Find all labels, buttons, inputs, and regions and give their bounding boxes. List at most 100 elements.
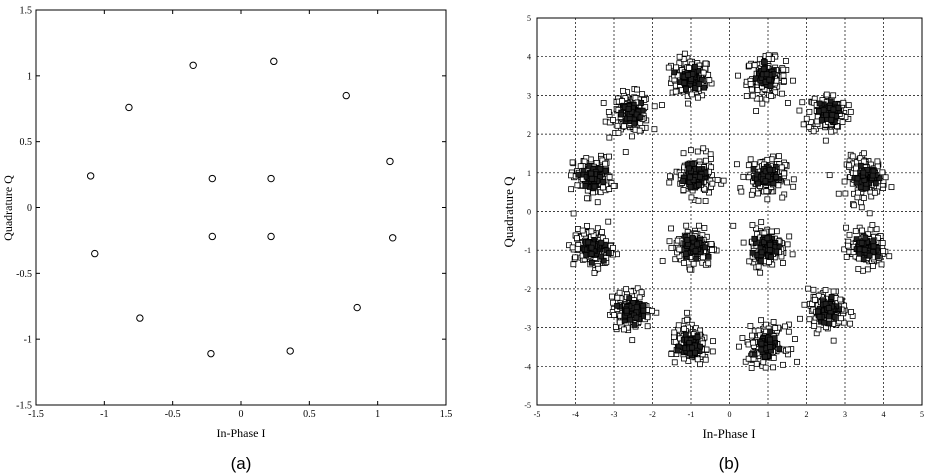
received-symbol-core [630,300,637,306]
received-symbol [709,348,716,355]
received-symbol [846,162,853,169]
received-symbol [706,77,713,84]
received-symbol [841,178,848,185]
received-symbol [594,225,601,232]
received-symbol [809,300,815,307]
received-symbol [694,356,701,363]
received-symbol [574,245,581,252]
received-symbol-core [588,244,595,251]
received-symbol [781,78,787,85]
plot-b-xtick-label: 3 [843,410,847,419]
plot-a-xtick-label: -1.5 [28,409,44,420]
received-symbol [622,149,629,155]
received-symbol [672,88,679,95]
received-symbol [786,233,793,240]
received-symbol [681,259,687,266]
received-symbol [610,117,616,123]
received-symbol [830,337,837,344]
received-symbol-core [637,114,644,121]
plot-b-caption: (b) [719,454,740,473]
received-symbol [830,288,837,295]
received-symbol [639,91,646,98]
received-symbol [794,358,800,365]
received-symbol-core [815,308,821,315]
received-symbol-core [856,246,863,253]
received-symbol-core [697,173,703,180]
received-symbol [733,161,740,168]
plot-b-xtick-label: -3 [611,410,618,419]
received-symbol-core [766,76,773,83]
received-symbol-core [701,84,708,91]
symbol-cluster [841,210,893,274]
received-symbol-core [705,253,712,260]
received-symbol [870,263,876,269]
received-symbol [681,50,688,57]
received-symbol [782,323,788,330]
constellation-plot-b: -5 -4 -3 -2 -1 0 1 2 3 4 5 -5 -4 -3 -2 -1 0 1 2 3 4 5 In-Phas… [501,14,924,473]
received-symbol [609,293,615,300]
received-symbol [850,249,857,256]
received-symbol [869,222,876,228]
received-symbol-core [585,239,592,246]
received-symbol [610,244,616,251]
constellation-point [342,91,350,100]
plot-b-xtick-label: 2 [805,410,809,419]
received-symbol [749,222,756,228]
received-symbol [702,356,709,363]
received-symbol [634,86,640,93]
received-symbol [606,174,613,181]
received-symbol-core [872,180,879,187]
received-symbol-core [633,314,640,321]
received-symbol-core [862,234,869,241]
received-symbol-core [674,347,681,354]
received-symbol-core [755,180,762,187]
received-symbol [759,100,766,107]
received-symbol-core [684,237,691,243]
received-symbol [619,98,626,104]
received-symbol-core [826,313,832,320]
received-symbol [858,204,865,211]
received-symbol [610,183,617,189]
received-symbol [826,172,833,179]
received-symbol [837,296,844,303]
received-symbol-core [861,246,868,253]
received-symbol [659,258,666,264]
received-symbol [835,190,842,197]
received-symbol [785,346,791,353]
received-symbol [760,359,767,366]
received-symbol [780,361,786,368]
received-symbol [749,332,755,339]
received-symbol [765,56,772,62]
received-symbol-core [760,65,767,72]
received-symbol-core [860,169,867,176]
received-symbol-core [600,178,607,185]
received-symbol [574,235,580,242]
received-symbol [700,69,707,76]
received-symbol [575,226,581,232]
received-symbol [636,294,643,301]
plot-b-ytick-label: 2 [527,130,531,139]
received-symbol-core [749,249,756,256]
plot-b-ytick-label: 0 [527,208,531,217]
received-symbol-core [763,71,770,78]
received-symbol [671,329,678,336]
received-symbol [606,153,612,160]
received-symbol-core [623,307,630,314]
received-symbol-core [625,105,632,112]
received-symbol [714,177,721,183]
received-symbol [753,360,760,367]
received-symbol [801,301,808,308]
plot-a-xtick-label: 0.5 [303,409,316,420]
received-symbol [690,260,697,267]
received-symbol [882,174,889,181]
constellation-point [353,303,361,312]
received-symbol [857,155,864,162]
received-symbol [766,259,772,265]
received-symbol [615,129,622,136]
received-symbol [599,229,605,235]
received-symbol [799,99,806,106]
received-symbol [636,127,643,134]
plot-b-xtick-label: 1 [766,410,770,419]
received-symbol-core [758,346,765,353]
